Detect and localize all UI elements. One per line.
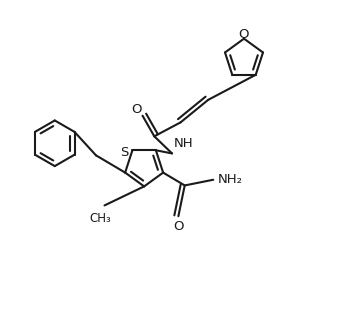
Text: NH: NH [173, 137, 193, 151]
Text: CH₃: CH₃ [89, 212, 111, 225]
Text: O: O [131, 103, 141, 116]
Text: O: O [239, 28, 249, 41]
Text: O: O [173, 220, 184, 233]
Text: NH₂: NH₂ [218, 173, 243, 186]
Text: S: S [120, 146, 128, 159]
